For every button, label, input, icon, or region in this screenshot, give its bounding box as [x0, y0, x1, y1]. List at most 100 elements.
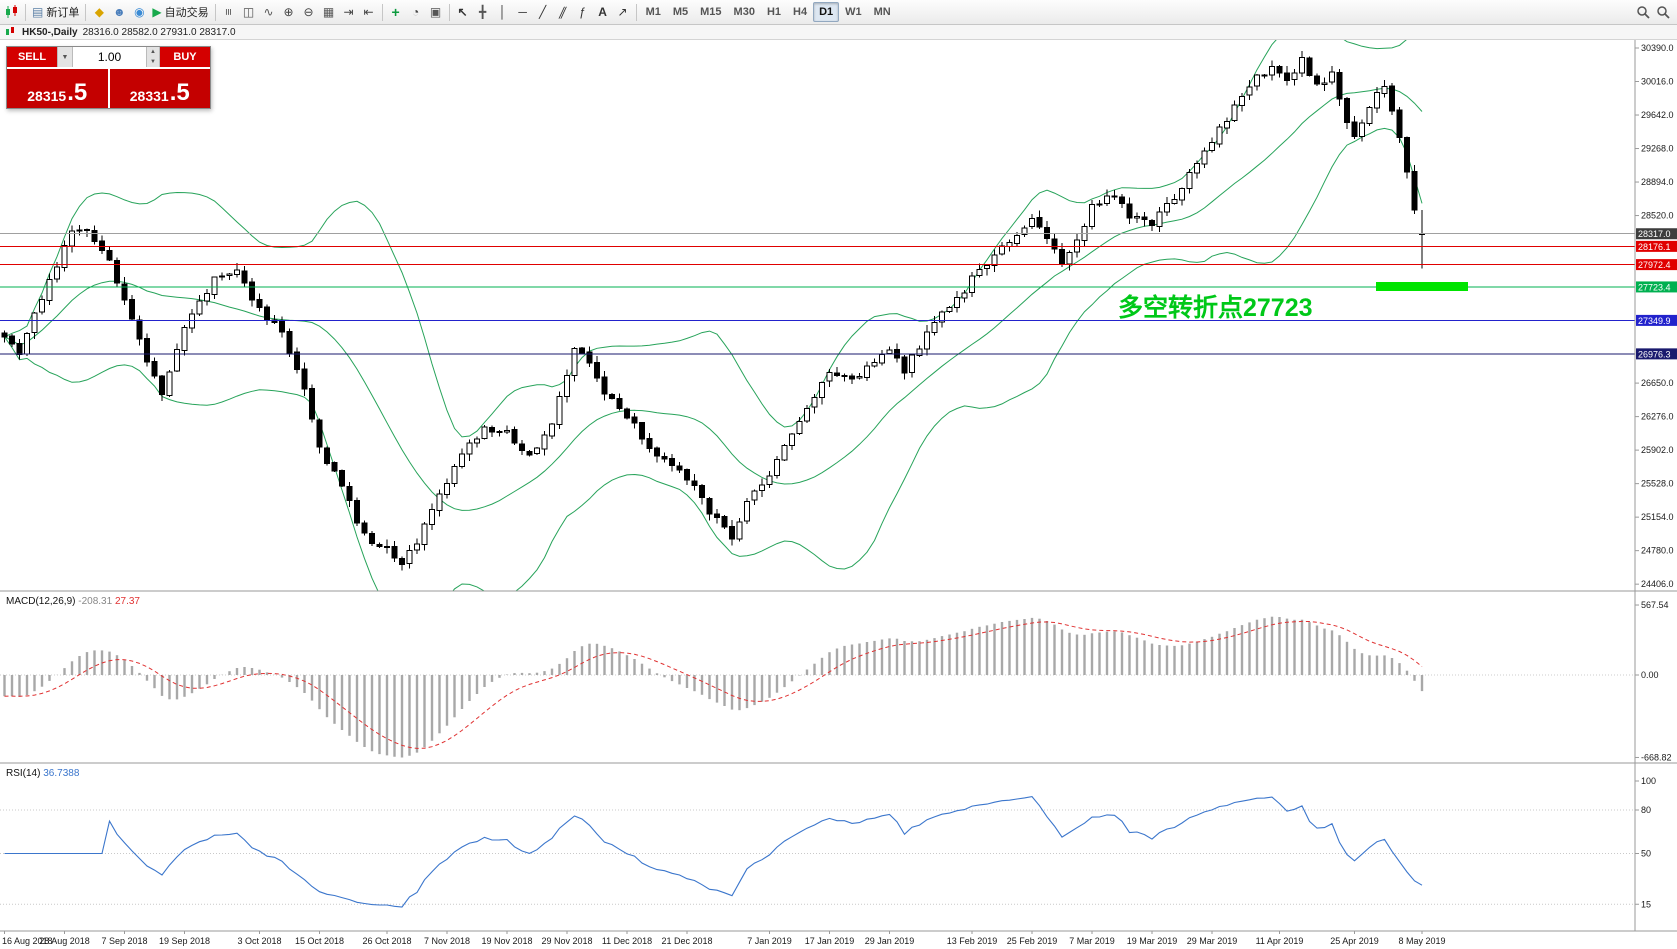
- svg-text:26 Oct 2018: 26 Oct 2018: [362, 936, 411, 946]
- horizontal-line-icon[interactable]: ─: [513, 2, 533, 22]
- new-order-button[interactable]: ▤ 新订单: [29, 2, 82, 22]
- volume-down-button[interactable]: ▼: [147, 57, 159, 67]
- chart-region: 30390.0 30016.0 29642.0 29268.0 28894.0 28520…: [0, 40, 1677, 949]
- templates-icon[interactable]: ▣: [426, 2, 446, 22]
- arrows-glyph: ↗: [617, 5, 628, 19]
- svg-text:29 Mar 2019: 29 Mar 2019: [1187, 936, 1238, 946]
- support-line-1-badge: [1636, 314, 1677, 326]
- svg-text:28520.0: 28520.0: [1641, 211, 1674, 221]
- quick-search-icon[interactable]: [1653, 2, 1673, 22]
- autoscroll-glyph: ⇥: [343, 5, 354, 19]
- svg-text:25528.0: 25528.0: [1641, 479, 1674, 489]
- toolbar-separator: [635, 3, 637, 21]
- volume-up-button[interactable]: ▲: [147, 47, 159, 57]
- support-icon[interactable]: ◉: [129, 2, 149, 22]
- shift-glyph: ⇤: [363, 5, 374, 19]
- candles-layer: [1, 51, 1425, 571]
- timeframe-m1-button[interactable]: M1: [640, 2, 667, 22]
- volume-input[interactable]: [73, 47, 146, 67]
- zoom-in-glyph: ⊕: [283, 5, 294, 19]
- sell-price-frac: .5: [67, 78, 88, 106]
- buy-price-main: 28331: [129, 88, 169, 104]
- highlight-bar[interactable]: [1376, 282, 1468, 291]
- svg-text:13 Feb 2019: 13 Feb 2019: [947, 936, 998, 946]
- svg-text:17 Jan 2019: 17 Jan 2019: [805, 936, 855, 946]
- crosshair-icon[interactable]: ╋: [473, 2, 493, 22]
- svg-text:29642.0: 29642.0: [1641, 110, 1674, 120]
- panel-separators: [0, 40, 1677, 932]
- timeframe-h1-button[interactable]: H1: [761, 2, 787, 22]
- timeframe-h4-button[interactable]: H4: [787, 2, 813, 22]
- timeframe-mn-button[interactable]: MN: [868, 2, 897, 22]
- channel-glyph: ∥: [556, 5, 569, 19]
- current-price-line-badge: [1636, 228, 1677, 240]
- candlestick-chart-icon[interactable]: ◫: [239, 2, 259, 22]
- new-order-button-label: 新订单: [46, 7, 80, 19]
- vertical-line-icon[interactable]: │: [493, 2, 513, 22]
- app-icon: [4, 5, 20, 19]
- sell-price-main: 28315: [27, 88, 67, 104]
- auto-scroll-icon[interactable]: ⇥: [339, 2, 359, 22]
- autotrading-button-label: 自动交易: [164, 7, 209, 19]
- zoom-out-icon[interactable]: ⊖: [299, 2, 319, 22]
- resistance-line-1-badge: [1636, 240, 1677, 252]
- timeframe-d1-button[interactable]: D1: [813, 2, 840, 22]
- svg-text:7 Nov 2018: 7 Nov 2018: [424, 936, 470, 946]
- templates-glyph: ▣: [429, 5, 442, 19]
- svg-text:19 Sep 2018: 19 Sep 2018: [159, 936, 210, 946]
- cursor-icon[interactable]: ↖: [453, 2, 473, 22]
- text-icon[interactable]: A: [593, 2, 613, 22]
- channel-icon[interactable]: ∥: [553, 2, 573, 22]
- toolbar-separator: [85, 3, 87, 21]
- line-chart-glyph: ∿: [263, 5, 274, 19]
- rsi-label: RSI(14) 36.7388: [6, 768, 80, 779]
- zoom-in-icon[interactable]: ⊕: [279, 2, 299, 22]
- sell-button[interactable]: SELL: [7, 47, 57, 67]
- svg-text:28176.1: 28176.1: [1638, 242, 1671, 252]
- timeframe-m30-button[interactable]: M30: [728, 2, 761, 22]
- svg-text:24780.0: 24780.0: [1641, 546, 1674, 556]
- metaeditor-icon[interactable]: ◆: [89, 2, 109, 22]
- rsi-panel: RSI(14) 36.7388: [0, 768, 1635, 908]
- line-chart-icon[interactable]: ∿: [259, 2, 279, 22]
- hline-glyph: ─: [518, 5, 527, 19]
- indicators-icon[interactable]: +: [386, 2, 406, 22]
- svg-text:80: 80: [1641, 805, 1651, 815]
- svg-text:19 Nov 2018: 19 Nov 2018: [481, 936, 532, 946]
- svg-text:25 Apr 2019: 25 Apr 2019: [1330, 936, 1379, 946]
- svg-text:8 May 2019: 8 May 2019: [1398, 936, 1445, 946]
- price-chart[interactable]: 30390.0 30016.0 29642.0 29268.0 28894.0 28520…: [0, 40, 1677, 949]
- buy-price-button[interactable]: 28331 .5: [109, 69, 210, 108]
- svg-text:25 Feb 2019: 25 Feb 2019: [1007, 936, 1058, 946]
- svg-text:19 Mar 2019: 19 Mar 2019: [1127, 936, 1178, 946]
- order-options-caret-icon[interactable]: ▼: [57, 47, 73, 67]
- profile-icon[interactable]: ☻: [109, 2, 129, 22]
- timeframe-w1-button[interactable]: W1: [839, 2, 868, 22]
- trendline-icon[interactable]: ╱: [533, 2, 553, 22]
- candle-chart-glyph: ◫: [242, 5, 255, 19]
- chart-shift-icon[interactable]: ⇤: [359, 2, 379, 22]
- support-glyph: ◉: [134, 5, 145, 19]
- metaeditor-glyph: ◆: [94, 5, 104, 19]
- arrows-icon[interactable]: ↗: [613, 2, 633, 22]
- tile-windows-icon[interactable]: ▦: [319, 2, 339, 22]
- autotrading-button[interactable]: ▶ 自动交易: [149, 2, 211, 22]
- bar-chart-glyph: ≡: [221, 8, 236, 16]
- timeframe-m5-button[interactable]: M5: [667, 2, 694, 22]
- svg-text:30390.0: 30390.0: [1641, 43, 1674, 53]
- main-toolbar: ▤ 新订单 ◆ ☻ ◉ ▶ 自动交易 ≡ ◫ ∿ ⊕ ⊖ ▦ ⇥ ⇤ + ◔ ▣ ↖ ╋ │ ─ ╱ ∥ ƒ A ↗ M1 M5 M15 M…: [0, 0, 1677, 25]
- annotation-text[interactable]: 多空转折点27723: [1118, 293, 1313, 322]
- sell-price-button[interactable]: 28315 .5: [7, 69, 108, 108]
- svg-text:7 Mar 2019: 7 Mar 2019: [1069, 936, 1115, 946]
- svg-text:567.54: 567.54: [1641, 600, 1669, 610]
- svg-text:25154.0: 25154.0: [1641, 512, 1674, 522]
- cursor-glyph: ↖: [457, 5, 468, 19]
- search-icon[interactable]: [1633, 2, 1653, 22]
- periods-icon[interactable]: ◔: [406, 2, 426, 22]
- buy-button[interactable]: BUY: [160, 47, 210, 67]
- fibonacci-icon[interactable]: ƒ: [573, 2, 593, 22]
- bar-chart-icon[interactable]: ≡: [219, 2, 239, 22]
- autotrading-glyph: ▶: [152, 5, 162, 19]
- timeframe-m15-button[interactable]: M15: [694, 2, 727, 22]
- macd-panel: MACD(12,26,9) -208.31 27.37: [0, 596, 1635, 758]
